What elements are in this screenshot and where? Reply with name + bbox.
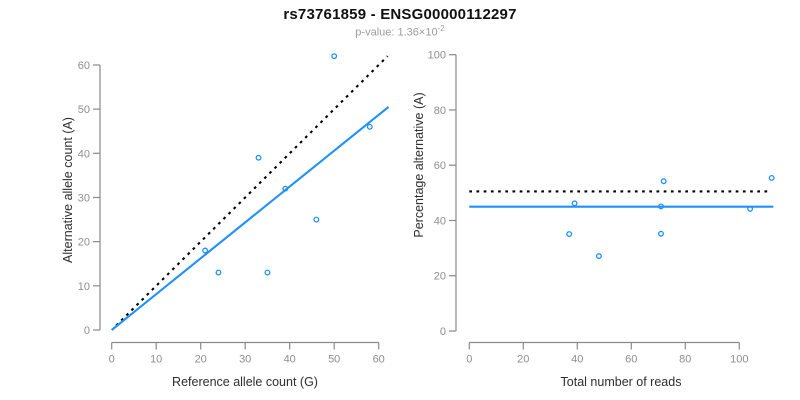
p-value-text: p-value: 1.36×10 — [355, 26, 438, 39]
plot-title: rs73761859 - ENSG00000112297 — [283, 6, 517, 23]
y-tick-label: 20 — [78, 237, 90, 249]
data-point — [566, 231, 573, 237]
x-tick-label: 20 — [517, 354, 529, 366]
y-tick-label: 0 — [440, 326, 446, 338]
y-tick-label: 10 — [78, 281, 90, 293]
x-tick-label: 30 — [239, 354, 251, 366]
y-tick-label: 80 — [434, 105, 446, 117]
x-tick-label: 40 — [571, 354, 583, 366]
y-tick-label: 30 — [78, 192, 90, 204]
y-tick-label: 50 — [78, 104, 90, 116]
data-point — [282, 185, 289, 192]
x-axis-label: Total number of reads — [561, 375, 682, 389]
identity-line — [115, 55, 389, 327]
x-tick-label: 10 — [150, 354, 162, 366]
y-tick-label: 60 — [434, 160, 446, 172]
data-point — [313, 216, 320, 223]
x-tick-label: 50 — [328, 354, 340, 366]
y-tick-label: 40 — [434, 215, 446, 227]
x-tick-label: 20 — [195, 354, 207, 366]
p-value-exponent: -2 — [437, 24, 445, 33]
x-tick-label: 0 — [109, 354, 115, 366]
data-point — [658, 203, 664, 210]
data-point — [658, 230, 664, 237]
data-point — [571, 200, 578, 207]
data-point — [747, 205, 754, 212]
data-point — [202, 247, 209, 254]
data-point — [215, 269, 222, 276]
y-tick-label: 100 — [428, 50, 446, 62]
x-tick-label: 60 — [373, 354, 385, 366]
x-tick-label: 0 — [466, 354, 472, 366]
data-point — [595, 253, 602, 260]
y-tick-label: 60 — [78, 60, 90, 72]
p-value-subtitle: p-value: 1.36×10-2 — [0, 24, 800, 39]
y-axis-label: Percentage alternative (A) — [412, 92, 426, 237]
x-tick-label: 100 — [730, 354, 748, 366]
data-point — [331, 53, 338, 60]
y-tick-label: 0 — [84, 325, 90, 337]
data-point — [264, 269, 271, 276]
y-axis-label: Alternative allele count (A) — [61, 117, 75, 263]
data-point — [768, 174, 775, 181]
y-tick-label: 40 — [78, 148, 90, 160]
data-point — [255, 154, 262, 161]
x-tick-label: 60 — [625, 354, 637, 366]
x-tick-label: 80 — [679, 354, 691, 366]
data-point — [660, 178, 667, 185]
percentage-vs-reads-scatter-panel: 0 20 40 60 80 100 0 20 40 60 80 100 Total number of … — [412, 50, 775, 389]
y-tick-label: 20 — [434, 271, 446, 283]
x-axis-label: Reference allele count (G) — [172, 375, 318, 389]
fitted-line — [111, 106, 390, 331]
allele-counts-scatter-panel: 0 10 20 30 40 50 60 0 10 20 30 40 50 60 Reference alle… — [61, 53, 390, 389]
data-point — [366, 123, 373, 130]
x-tick-label: 40 — [284, 354, 296, 366]
